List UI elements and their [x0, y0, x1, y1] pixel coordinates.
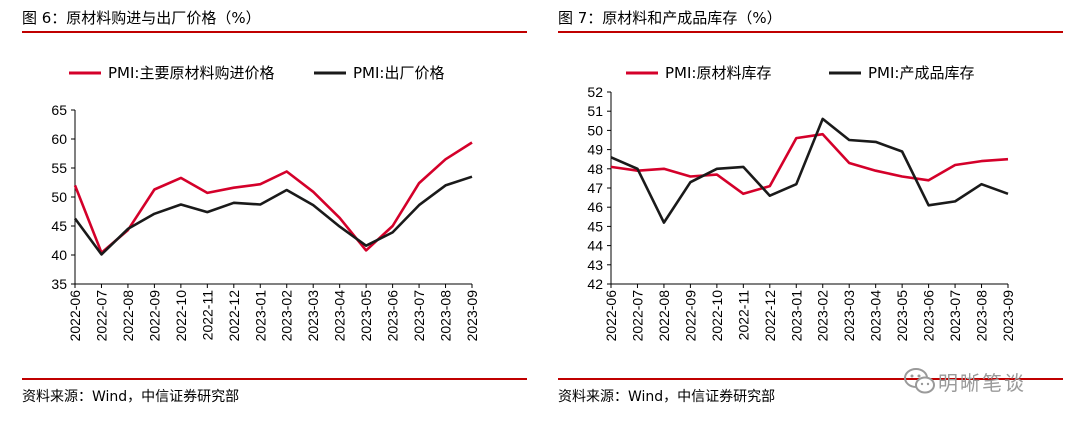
legend-label: PMI:原材料库存 [665, 64, 771, 82]
y-tick-label: 50 [587, 122, 603, 138]
x-tick-label: 2023-08 [438, 290, 454, 342]
legend-label: PMI:出厂价格 [353, 64, 444, 82]
y-tick-label: 65 [51, 102, 67, 118]
watermark-text: 明晰笔谈 [938, 371, 1026, 395]
x-tick-label: 2023-01 [252, 290, 268, 342]
x-tick-label: 2022-11 [735, 290, 751, 341]
series-line [610, 132, 1009, 196]
x-tick-label: 2022-06 [603, 290, 619, 342]
x-tick-label: 2022-07 [93, 290, 109, 342]
y-tick-label: 40 [51, 247, 67, 263]
chart-panel-inventory: 图 7：原材料和产成品库存（%） PMI:原材料库存 PMI:产成品库存 42 43 4… [558, 0, 1063, 428]
x-tick-label: 2023-09 [464, 290, 480, 342]
x-tick-label: 2023-03 [841, 290, 857, 342]
legend-label: PMI:主要原材料购进价格 [108, 64, 274, 82]
x-tick-label: 2023-07 [411, 290, 427, 342]
wechat-icon [904, 368, 935, 394]
x-tick-label: 2022-12 [762, 290, 778, 342]
x-tick-label: 2023-06 [921, 290, 937, 342]
chart-panel-price: 图 6：原材料购进与出厂价格（%） PMI:主要原材料购进价格 PMI:出厂价格 3… [22, 0, 527, 428]
y-tick-label: 43 [587, 257, 603, 273]
x-tick-label: 2022-11 [199, 290, 215, 341]
title-rule [558, 31, 1063, 33]
x-tick-label: 2023-02 [279, 290, 295, 342]
y-tick-label: 42 [587, 276, 603, 292]
y-tick-label: 51 [587, 103, 603, 119]
x-tick-label: 2023-02 [815, 290, 831, 342]
y-tick-label: 49 [587, 142, 603, 158]
y-tick-label: 45 [587, 218, 603, 234]
x-tick-label: 2023-01 [788, 290, 804, 342]
y-tick-label: 44 [587, 238, 603, 254]
source-note: 资料来源：Wind，中信证券研究部 [558, 389, 776, 405]
x-tick-label: 2022-07 [629, 290, 645, 342]
x-tick-label: 2023-05 [358, 290, 374, 342]
inventory-line-chart: PMI:原材料库存 PMI:产成品库存 42 43 44 45 46 47 48 49 50 51 52… [587, 64, 1016, 342]
price-line-chart: PMI:主要原材料购进价格 PMI:出厂价格 35 40 45 50 55 60 65 2022-… [51, 64, 480, 342]
x-tick-label: 2022-09 [682, 290, 698, 342]
y-tick-label: 45 [51, 218, 67, 234]
chart-title: 图 6：原材料购进与出厂价格（%） [22, 9, 261, 27]
chart-title: 图 7：原材料和产成品库存（%） [558, 9, 782, 27]
series-line [610, 117, 1009, 224]
y-tick-label: 47 [587, 180, 603, 196]
x-tick-label: 2022-12 [226, 290, 242, 342]
y-tick-label: 46 [587, 199, 603, 215]
y-tick-label: 48 [587, 161, 603, 177]
y-tick-label: 60 [51, 131, 67, 147]
x-tick-label: 2023-04 [332, 290, 348, 342]
x-tick-label: 2023-09 [1000, 290, 1016, 342]
x-tick-label: 2022-06 [67, 290, 83, 342]
x-tick-label: 2022-10 [709, 290, 725, 342]
x-tick-label: 2023-05 [894, 290, 910, 342]
x-tick-label: 2023-06 [385, 290, 401, 342]
title-rule [22, 31, 527, 33]
series-line [73, 141, 473, 254]
source-rule [558, 378, 1063, 380]
source-note: 资料来源：Wind，中信证券研究部 [22, 389, 240, 405]
y-tick-label: 55 [51, 160, 67, 176]
x-tick-label: 2022-09 [146, 290, 162, 342]
y-tick-label: 35 [51, 276, 67, 292]
source-rule [22, 378, 527, 380]
x-tick-label: 2023-08 [974, 290, 990, 342]
x-tick-label: 2023-07 [947, 290, 963, 342]
series-line [73, 175, 473, 256]
legend-label: PMI:产成品库存 [868, 64, 974, 82]
x-tick-label: 2022-08 [656, 290, 672, 342]
x-tick-label: 2023-04 [868, 290, 884, 342]
x-tick-label: 2022-08 [120, 290, 136, 342]
y-tick-label: 52 [587, 84, 603, 100]
x-tick-label: 2022-10 [173, 290, 189, 342]
y-tick-label: 50 [51, 189, 67, 205]
x-tick-label: 2023-03 [305, 290, 321, 342]
